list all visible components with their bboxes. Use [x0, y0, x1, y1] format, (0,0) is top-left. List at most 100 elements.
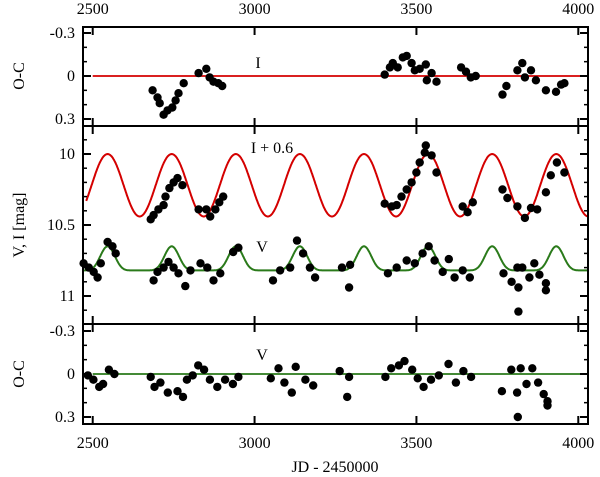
i-oc-point — [560, 79, 569, 88]
v-oc-point — [213, 382, 222, 392]
v-oc-point — [173, 387, 182, 396]
v-oc-point — [110, 369, 119, 379]
v-mag-point — [164, 257, 173, 267]
v-mag-point — [450, 273, 459, 282]
v-mag-point — [186, 266, 195, 275]
v-mag-point — [111, 249, 120, 258]
v-mag-point — [402, 256, 411, 265]
bottom-x-tick-label: 3500 — [400, 435, 432, 452]
v-oc-point — [228, 379, 238, 389]
v-oc-point — [459, 366, 468, 376]
v-mag-point — [518, 263, 527, 272]
bottom-x-tick-label: 3000 — [239, 435, 271, 452]
v-mag-point — [203, 263, 212, 272]
i-oc-point — [402, 51, 411, 61]
v-oc-point — [146, 372, 155, 382]
panel-frame — [82, 125, 589, 325]
i-mag-point — [513, 202, 522, 211]
i-mag-point — [149, 210, 158, 220]
i-oc-point — [513, 66, 522, 75]
v-oc-point — [444, 359, 453, 369]
v-oc-point — [381, 372, 390, 382]
v-mag-point — [418, 249, 427, 258]
i-series-label: I + 0.6 — [251, 140, 293, 157]
v-oc-point — [205, 375, 215, 384]
v-oc-point — [182, 375, 192, 384]
v-oc-point — [408, 365, 417, 374]
i-oc-point — [194, 68, 203, 78]
v-series-label: V — [256, 239, 268, 256]
i-mag-point — [498, 185, 507, 194]
v-mag-point — [458, 266, 467, 275]
i-mag-point — [173, 173, 182, 183]
i-mag-point — [219, 192, 228, 201]
v-mag-point — [292, 236, 302, 245]
i-mag-point — [178, 181, 187, 190]
y-tick-label: 0.3 — [55, 409, 75, 426]
v-oc-point — [451, 378, 461, 387]
i-oc-point — [427, 68, 436, 78]
v-mag-point — [96, 259, 106, 268]
i-oc-point — [202, 64, 211, 74]
top-x-tick-label: 3000 — [239, 1, 271, 18]
v-mag-point — [305, 263, 315, 272]
y-tick-label: -0.3 — [50, 323, 75, 340]
v-oc-point — [466, 372, 476, 382]
i-oc-point — [393, 63, 402, 72]
v-mag-point — [275, 266, 285, 275]
bottom-panel-annotation: V — [256, 347, 268, 364]
v-oc-point — [419, 382, 428, 392]
v-mag-point — [344, 283, 354, 292]
v-mag-point — [541, 279, 551, 288]
v-mag-point — [337, 263, 347, 272]
v-oc-point — [280, 378, 289, 387]
i-oc-point — [168, 103, 177, 112]
v-oc-point — [291, 362, 300, 371]
i-mag-point — [533, 205, 542, 214]
i-mag-point — [392, 200, 401, 210]
v-mag-point — [196, 259, 205, 268]
i-oc-point — [422, 76, 431, 85]
i-oc-point — [148, 86, 157, 95]
i-mag-point — [402, 185, 411, 194]
v-oc-point — [344, 372, 354, 382]
i-mag-point — [415, 158, 424, 167]
top-panel-annotation: I — [255, 55, 260, 72]
i-oc-point — [518, 58, 527, 68]
v-oc-point — [343, 392, 352, 402]
v-mag-point — [108, 242, 117, 251]
v-oc-point — [234, 372, 243, 382]
v-oc-point — [287, 388, 296, 397]
v-mag-point — [268, 276, 278, 285]
i-oc-point — [415, 64, 424, 74]
v-mag-point — [541, 286, 551, 295]
i-oc-point — [541, 86, 551, 95]
i-mag-point — [407, 178, 416, 187]
v-mag-point — [525, 273, 534, 282]
v-mag-point — [209, 276, 218, 285]
i-oc-point — [551, 87, 561, 97]
i-mag-point — [520, 213, 530, 223]
y-tick-label: 0.3 — [55, 111, 75, 128]
v-oc-point — [220, 375, 230, 384]
i-oc-point — [218, 81, 227, 91]
y-tick-label: -0.3 — [50, 25, 75, 42]
v-oc-point — [516, 364, 525, 373]
v-mag-point — [216, 269, 225, 278]
v-oc-point — [413, 374, 422, 383]
v-oc-point — [163, 388, 172, 397]
bottom-x-tick-label: 4000 — [562, 435, 594, 452]
v-oc-point — [188, 371, 197, 380]
i-oc-point — [471, 71, 480, 81]
v-oc-point — [513, 412, 522, 422]
i-mag-point — [202, 205, 211, 214]
v-mag-point — [530, 259, 539, 268]
v-oc-point — [194, 361, 203, 370]
v-oc-point — [543, 401, 552, 410]
v-oc-point — [426, 375, 436, 384]
top-x-tick-label: 4000 — [562, 1, 594, 18]
i-mag-point — [458, 202, 467, 211]
i-mag-point — [421, 141, 430, 150]
v-mag-point — [410, 259, 419, 268]
i-mag-point — [463, 208, 472, 217]
